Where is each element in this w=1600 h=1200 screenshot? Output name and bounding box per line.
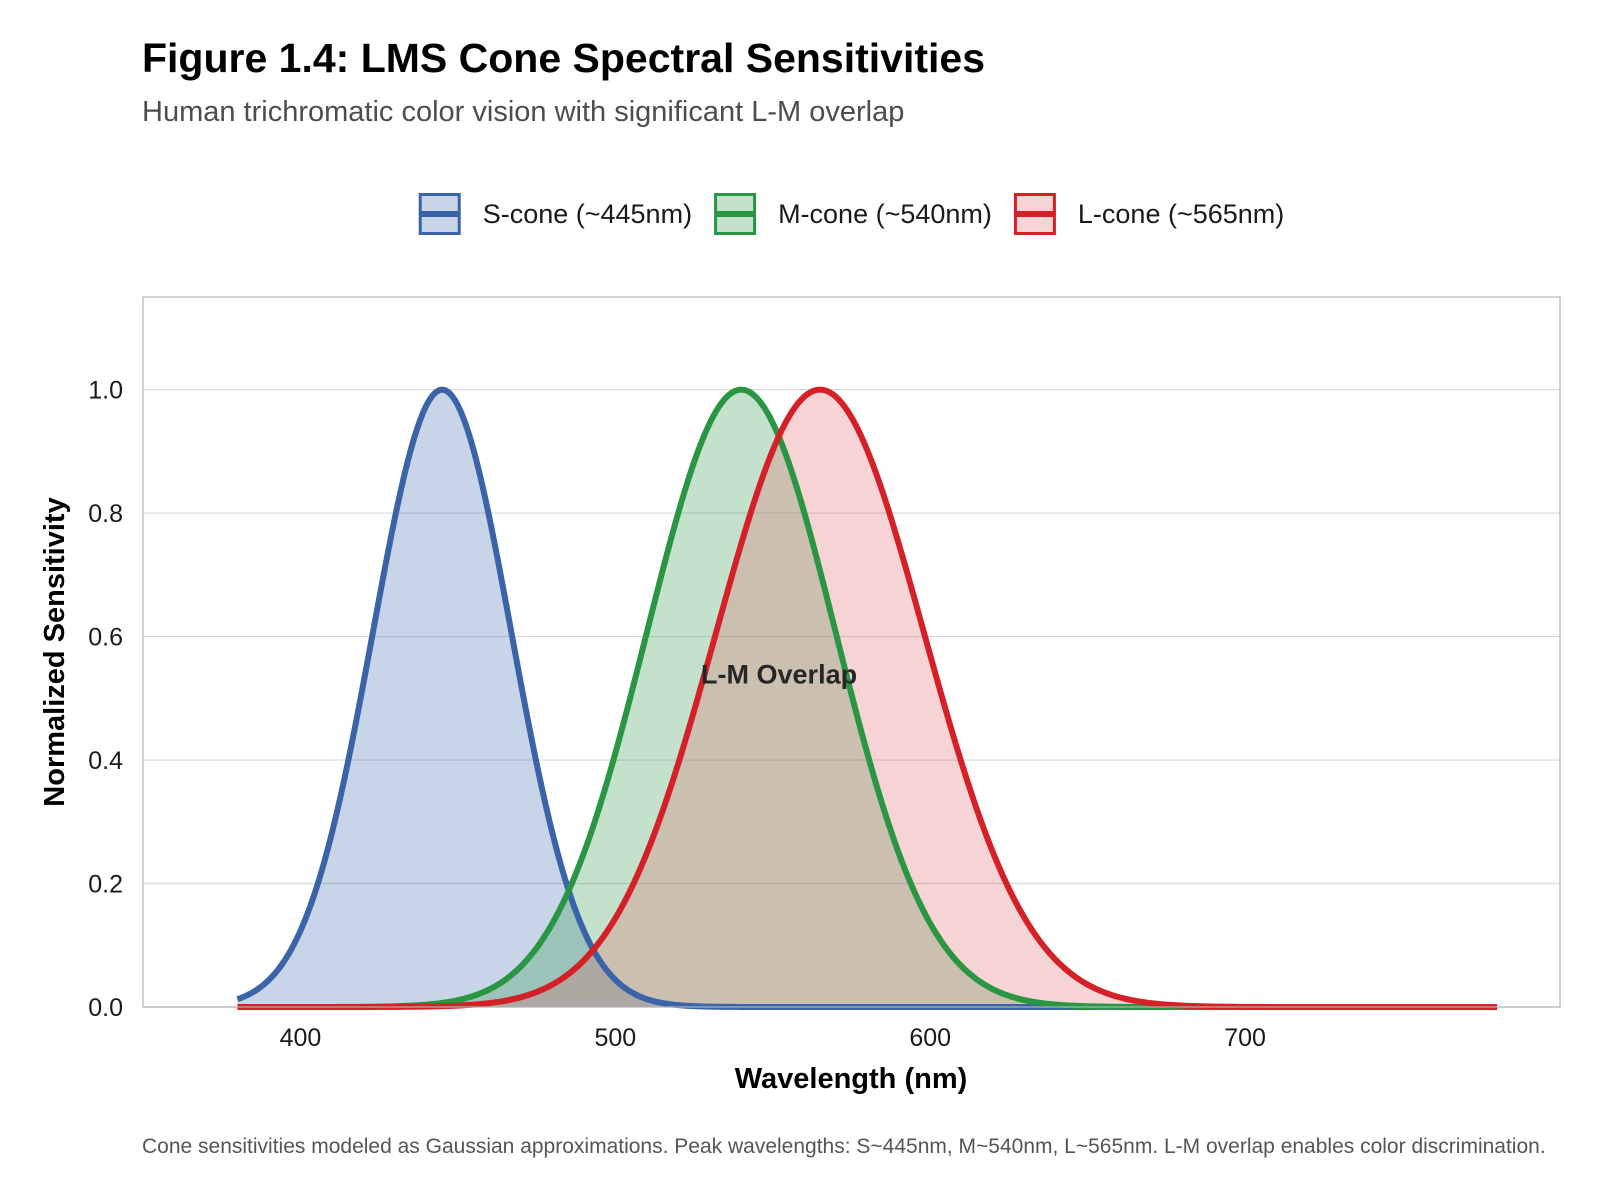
x-tick-label: 600 bbox=[909, 1024, 951, 1052]
x-tick-label: 500 bbox=[594, 1024, 636, 1052]
chart-title: Figure 1.4: LMS Cone Spectral Sensitivit… bbox=[142, 35, 985, 81]
x-axis-label: Wavelength (nm) bbox=[735, 1063, 968, 1095]
legend: S-cone (~445nm) M-cone (~540nm) L-cone (~5… bbox=[418, 193, 1284, 235]
y-tick-label: 0.8 bbox=[88, 500, 123, 528]
chart-caption: Cone sensitivities modeled as Gaussian a… bbox=[142, 1135, 1546, 1158]
series-fill-0 bbox=[237, 389, 1498, 1007]
y-tick-label: 0.0 bbox=[88, 994, 123, 1022]
annotations: L-M Overlap bbox=[701, 660, 857, 690]
y-axis-ticks: 0.0 0.2 0.4 0.6 0.8 1.0 bbox=[88, 377, 123, 1022]
series-fill-1 bbox=[237, 389, 1498, 1007]
y-tick-label: 1.0 bbox=[88, 377, 123, 405]
legend-label: M-cone (~540nm) bbox=[778, 199, 992, 229]
y-tick-label: 0.4 bbox=[88, 747, 123, 775]
series-fill-2 bbox=[237, 389, 1498, 1007]
legend-item: S-cone (~445nm) bbox=[418, 193, 692, 235]
series-fills bbox=[237, 389, 1498, 1007]
y-tick-label: 0.2 bbox=[88, 871, 123, 899]
legend-item: M-cone (~540nm) bbox=[714, 193, 992, 235]
plot-panel-border bbox=[142, 296, 1561, 1008]
annotation-label: L-M Overlap bbox=[701, 660, 857, 690]
x-axis-ticks: 400 500 600 700 bbox=[280, 1024, 1266, 1052]
legend-label: S-cone (~445nm) bbox=[483, 199, 692, 229]
y-axis-label: Normalized Sensitivity bbox=[39, 497, 71, 806]
legend-item: L-cone (~565nm) bbox=[1013, 193, 1284, 235]
chart-subtitle: Human trichromatic color vision with sig… bbox=[142, 96, 904, 128]
legend-label: L-cone (~565nm) bbox=[1078, 199, 1284, 229]
x-tick-label: 700 bbox=[1224, 1024, 1266, 1052]
x-tick-label: 400 bbox=[280, 1024, 322, 1052]
y-tick-label: 0.6 bbox=[88, 624, 123, 652]
